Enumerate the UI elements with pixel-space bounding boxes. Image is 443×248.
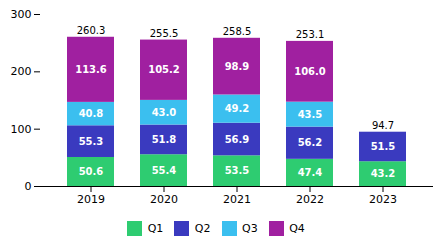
svg-text:105.2: 105.2 — [148, 64, 180, 75]
svg-text:43.2: 43.2 — [371, 168, 396, 179]
svg-text:106.0: 106.0 — [294, 66, 326, 77]
svg-text:43.5: 43.5 — [298, 109, 323, 120]
html-text:Q3: Q3 — [242, 222, 258, 235]
svg-text:113.6: 113.6 — [75, 64, 107, 75]
svg-text:2021: 2021 — [223, 193, 251, 206]
svg-text:56.2: 56.2 — [298, 137, 323, 148]
svg-text:51.5: 51.5 — [371, 141, 396, 152]
html-text:Q4: Q4 — [289, 222, 305, 235]
svg-text:253.1: 253.1 — [296, 29, 325, 40]
svg-text:43.0: 43.0 — [152, 107, 177, 118]
svg-text:2023: 2023 — [369, 193, 397, 206]
svg-text:300: 300 — [11, 8, 32, 21]
svg-text:98.9: 98.9 — [225, 61, 250, 72]
svg-text:2022: 2022 — [296, 193, 324, 206]
svg-text:255.5: 255.5 — [150, 28, 179, 39]
svg-text:258.5: 258.5 — [223, 26, 252, 37]
svg-text:40.8: 40.8 — [79, 108, 104, 119]
html-text:Q2: Q2 — [194, 222, 211, 235]
svg-text:55.3: 55.3 — [79, 136, 104, 147]
svg-text:53.5: 53.5 — [225, 165, 250, 176]
svg-text:100: 100 — [11, 123, 32, 136]
svg-text:50.6: 50.6 — [79, 166, 104, 177]
svg-text:51.8: 51.8 — [152, 134, 177, 145]
svg-text:56.9: 56.9 — [225, 134, 250, 145]
svg-text:200: 200 — [11, 65, 32, 78]
svg-text:2020: 2020 — [150, 193, 178, 206]
svg-text:55.4: 55.4 — [152, 165, 177, 176]
html-text:Q1: Q1 — [147, 222, 164, 235]
svg-text:2019: 2019 — [77, 193, 105, 206]
svg-text:47.4: 47.4 — [298, 167, 323, 178]
svg-text:260.3: 260.3 — [77, 25, 106, 36]
svg-text:94.7: 94.7 — [372, 120, 394, 131]
svg-text:49.2: 49.2 — [225, 103, 250, 114]
svg-text:0: 0 — [25, 180, 32, 193]
